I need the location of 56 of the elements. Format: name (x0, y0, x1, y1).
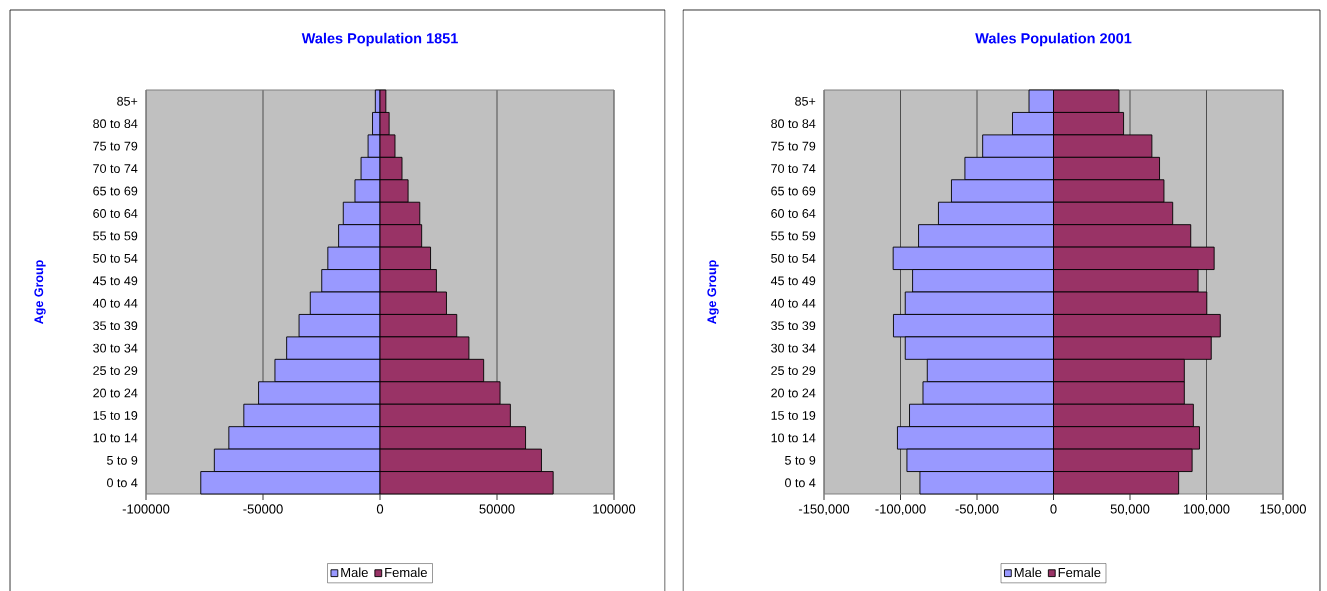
x-tick-label: -100000 (122, 504, 170, 514)
y-tick-label: 35 to 39 (771, 321, 816, 331)
y-tick-label: 85+ (117, 96, 138, 106)
y-tick-label: 40 to 44 (92, 298, 138, 308)
y-tick-label: 30 to 34 (93, 343, 138, 353)
y-tick-label: 70 to 74 (93, 164, 138, 173)
y-tick-label: 55 to 59 (93, 231, 138, 241)
y-tick-label: 0 to 4 (785, 478, 816, 488)
x-tick-label: -100,000 (875, 504, 926, 516)
legend-label: Male (1014, 567, 1042, 578)
y-tick-label: 35 to 39 (93, 321, 138, 331)
x-tick-label: 50000 (479, 504, 515, 514)
y-tick-label: 70 to 74 (771, 164, 816, 173)
x-tick-label: -50000 (243, 504, 283, 514)
y-tick-label: 75 to 79 (93, 141, 138, 151)
y-tick-label: 65 to 69 (93, 186, 138, 196)
y-tick-label: 45 to 49 (770, 276, 816, 286)
x-tick-label: -150,000 (798, 504, 850, 516)
y-tick-label: 80 to 84 (771, 119, 816, 129)
legend-label: Female (1058, 567, 1101, 578)
x-tick-label: 100000 (593, 504, 636, 514)
y-axis-title: Age Group (707, 260, 719, 324)
y-tick-label: 80 to 84 (93, 119, 138, 129)
chart-title: Wales Population 1851 (301, 32, 458, 47)
y-tick-label: 75 to 79 (771, 141, 816, 151)
y-tick-label: 45 to 49 (92, 276, 138, 286)
x-tick-label: -50,000 (955, 504, 999, 516)
x-tick-label: 0 (1050, 504, 1057, 514)
y-tick-label: 20 to 24 (93, 388, 138, 398)
y-tick-label: 25 to 29 (771, 366, 816, 375)
y-tick-label: 15 to 19 (771, 411, 816, 420)
y-tick-label: 55 to 59 (771, 231, 816, 241)
y-tick-label: 85+ (795, 96, 816, 106)
y-tick-label: 50 to 54 (771, 253, 816, 263)
y-tick-label: 10 to 14 (771, 433, 816, 443)
y-tick-label: 5 to 9 (785, 455, 816, 465)
x-tick-label: 0 (376, 504, 384, 514)
y-tick-label: 10 to 14 (93, 433, 138, 443)
x-tick-label: 100,000 (1183, 504, 1230, 516)
y-axis-title: Age Group (34, 260, 46, 324)
legend-label: Female (385, 567, 427, 578)
y-tick-label: 60 to 64 (771, 209, 816, 218)
y-tick-label: 20 to 24 (771, 388, 816, 398)
y-tick-label: 25 to 29 (93, 366, 138, 375)
chart-title: Wales Population 2001 (975, 32, 1132, 47)
y-tick-label: 30 to 34 (771, 343, 816, 353)
y-tick-label: 40 to 44 (770, 298, 816, 308)
y-tick-label: 0 to 4 (107, 478, 138, 488)
y-tick-label: 50 to 54 (93, 253, 138, 263)
x-tick-label: 50,000 (1110, 504, 1150, 516)
y-tick-label: 5 to 9 (107, 455, 138, 465)
y-tick-label: 15 to 19 (93, 411, 138, 420)
y-tick-label: 65 to 69 (771, 186, 816, 196)
x-tick-label: 150,000 (1260, 504, 1306, 516)
legend-label: Male (341, 567, 368, 578)
y-tick-label: 60 to 64 (93, 209, 138, 218)
